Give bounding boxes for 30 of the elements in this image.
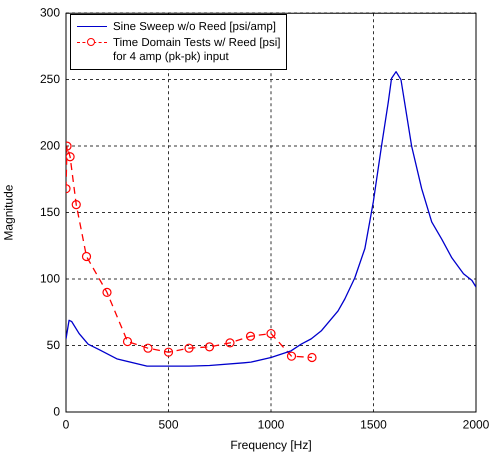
- point: [266, 328, 276, 338]
- legend-label: Time Domain Tests w/ Reed [psi] for 4 amp (pk-pk) input: [113, 36, 280, 64]
- point: [204, 342, 214, 352]
- y-tick-label: 200: [40, 138, 60, 152]
- point: [122, 336, 132, 346]
- x-tick-label: 0: [62, 418, 70, 432]
- point: [82, 252, 92, 262]
- y-axis-title: Magnitude: [2, 184, 16, 241]
- y-tick-label: 100: [40, 271, 60, 286]
- y-tick-label: 250: [40, 72, 60, 86]
- legend-label: Sine Sweep w/o Reed [psi/amp]: [113, 20, 276, 34]
- x-tick-label: 1000: [258, 418, 285, 432]
- point: [225, 338, 235, 348]
- point: [102, 288, 112, 297]
- point: [307, 352, 317, 362]
- point: [164, 348, 174, 357]
- y-tick-label: 0: [53, 404, 60, 418]
- point: [246, 332, 256, 341]
- x-tick-label: 1500: [360, 418, 388, 432]
- y-tick-label: 300: [40, 6, 60, 20]
- y-tick-label: 150: [40, 204, 60, 219]
- x-tick-label: 2000: [462, 418, 490, 432]
- point: [184, 344, 194, 353]
- point: [72, 200, 81, 210]
- x-axis-title: Frequency [Hz]: [230, 438, 312, 452]
- point: [66, 152, 75, 162]
- point: [286, 352, 296, 361]
- point: [143, 344, 153, 353]
- x-tick-label: 500: [158, 418, 179, 432]
- y-tick-label: 50: [46, 338, 60, 352]
